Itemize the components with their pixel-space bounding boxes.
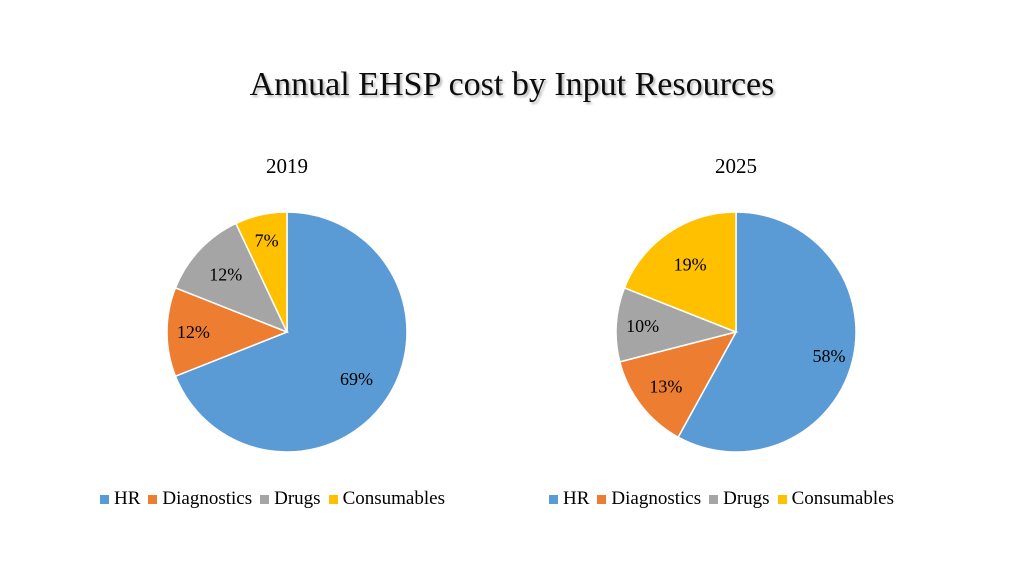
legend-item-consumables: Consumables	[777, 488, 894, 510]
legend-label-diagnostics: Diagnostics	[611, 488, 702, 509]
legend-item-hr: HR	[100, 488, 140, 510]
legend-label-hr: HR	[114, 488, 141, 509]
legend-label-consumables: Consumables	[791, 488, 894, 509]
legend-swatch-consumables	[777, 494, 787, 504]
legend-swatch-diagnostics	[597, 494, 607, 504]
pie-slice-hr	[174, 211, 408, 453]
legend-label-hr: HR	[563, 488, 590, 509]
pie-slice-diagnostics	[618, 330, 738, 439]
pie-slice-consumables	[234, 211, 288, 333]
data-label-consumables: 19%	[674, 255, 707, 275]
legend-item-hr: HR	[549, 488, 589, 510]
pie-slice-diagnostics	[166, 286, 290, 378]
legend-label-diagnostics: Diagnostics	[162, 488, 253, 509]
legend-swatch-hr	[549, 494, 558, 504]
legend-item-diagnostics: Diagnostics	[148, 488, 252, 510]
pie-slice-drugs	[615, 286, 739, 363]
pie-slice-consumables	[623, 211, 737, 334]
legend-item-consumables: Consumables	[328, 488, 445, 510]
legend-label-drugs: Drugs	[274, 488, 321, 509]
data-label-diagnostics: 13%	[649, 376, 682, 396]
legend-swatch-diagnostics	[148, 494, 158, 504]
legend-swatch-hr	[100, 494, 109, 504]
data-label-consumables: 7%	[255, 231, 279, 251]
legend-swatch-drugs	[260, 494, 270, 504]
pie-slice-hr	[677, 211, 857, 453]
pie-slice-drugs	[174, 222, 289, 334]
legend-swatch-drugs	[709, 494, 719, 504]
data-label-hr: 69%	[340, 369, 373, 389]
data-label-diagnostics: 12%	[177, 322, 210, 342]
pie-2025: 58% 13% 10% 19%	[615, 211, 857, 453]
legend-item-drugs: Drugs	[260, 488, 321, 510]
legend-swatch-consumables	[328, 494, 338, 504]
legend-label-drugs: Drugs	[723, 488, 770, 509]
data-label-drugs: 12%	[209, 264, 242, 284]
pie-2019: 69% 12% 12% 7%	[166, 211, 408, 453]
legend-2025: HR Diagnostics Drugs Consumables	[549, 487, 902, 511]
chart-title-2019: 2019	[266, 154, 308, 178]
data-label-drugs: 10%	[626, 316, 659, 336]
legend-item-drugs: Drugs	[709, 488, 770, 510]
main-title: Annual EHSP cost by Input Resources	[249, 66, 775, 103]
legend-item-diagnostics: Diagnostics	[597, 488, 701, 510]
chart-title-2025: 2025	[715, 154, 757, 178]
data-label-hr: 58%	[812, 346, 845, 366]
legend-label-consumables: Consumables	[342, 488, 445, 509]
legend-2019: HR Diagnostics Drugs Consumables	[100, 487, 453, 511]
